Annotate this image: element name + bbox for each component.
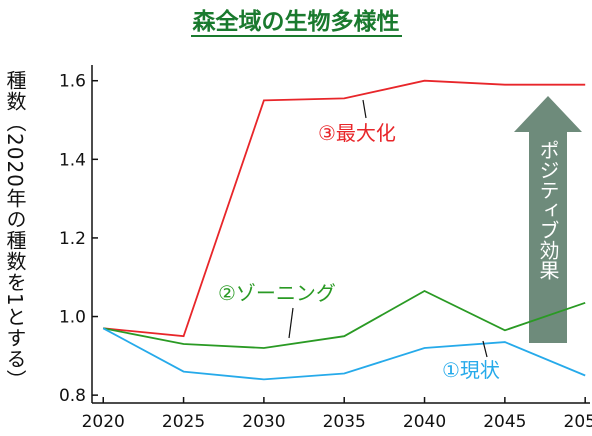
x-tick-label: 2025 xyxy=(162,412,205,432)
y-axis-label: 種数（2020年の種数を1とする） xyxy=(3,70,27,391)
positive-effect-arrow xyxy=(514,96,582,343)
series-leader-line xyxy=(362,99,367,119)
series-line xyxy=(103,289,586,349)
x-tick-label: 2050 xyxy=(564,412,592,432)
y-tick-label: 1.0 xyxy=(59,308,86,328)
x-tick-label: 2020 xyxy=(82,412,125,432)
positive-effect-label: ポジティブ効果 xyxy=(536,140,560,280)
x-tick-label: 2030 xyxy=(242,412,285,432)
y-tick-label: 0.8 xyxy=(59,386,86,406)
chart-title: 森全域の生物多様性 xyxy=(190,9,402,37)
x-tick-label: 2045 xyxy=(483,412,526,432)
y-tick-label: 1.2 xyxy=(59,229,86,249)
x-tick-label: 2040 xyxy=(403,412,446,432)
series-line xyxy=(102,327,586,381)
series-label: ③最大化 xyxy=(318,121,396,145)
series-leader-line xyxy=(482,340,488,358)
y-tick-label: 1.6 xyxy=(59,72,86,92)
y-tick-label: 1.4 xyxy=(59,150,86,170)
series-label: ①現状 xyxy=(442,358,500,382)
x-tick-label: 2035 xyxy=(323,412,366,432)
series-label: ②ゾーニング xyxy=(218,281,336,305)
series-leader-line xyxy=(288,307,294,339)
series-line xyxy=(103,79,586,338)
